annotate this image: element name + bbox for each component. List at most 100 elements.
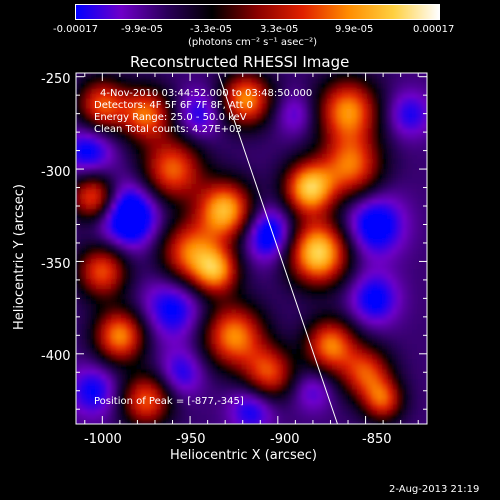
heatmap-cell xyxy=(391,118,398,124)
heatmap-cell xyxy=(311,193,318,199)
heatmap-cell xyxy=(226,393,233,400)
heatmap-cell xyxy=(141,283,147,290)
heatmap-cell xyxy=(226,78,233,84)
heatmap-cell xyxy=(376,188,383,194)
heatmap-cell xyxy=(211,228,217,235)
heatmap-cell xyxy=(246,313,253,320)
heatmap-cell xyxy=(271,283,278,290)
heatmap-cell xyxy=(321,163,328,169)
heatmap-cell xyxy=(196,313,202,320)
heatmap-cell xyxy=(341,143,348,149)
heatmap-cell xyxy=(221,233,228,240)
heatmap-cell xyxy=(146,118,152,124)
heatmap-cell xyxy=(376,343,383,350)
heatmap-cell xyxy=(246,238,253,245)
heatmap-cell xyxy=(96,308,102,315)
heatmap-cell xyxy=(406,183,413,189)
heatmap-cell xyxy=(381,328,388,335)
heatmap-cell xyxy=(346,308,353,315)
heatmap-cell xyxy=(271,408,278,415)
heatmap-cell xyxy=(201,383,207,390)
heatmap-cell xyxy=(221,208,228,214)
heatmap-cell xyxy=(91,243,97,250)
heatmap-cell xyxy=(316,308,323,315)
heatmap-cell xyxy=(396,418,403,424)
heatmap-cell xyxy=(386,273,393,280)
heatmap-cell xyxy=(91,83,97,89)
heatmap-cell xyxy=(236,393,243,400)
heatmap-cell xyxy=(326,183,333,189)
heatmap-cell xyxy=(356,373,363,380)
heatmap-cell xyxy=(121,173,127,179)
heatmap-cell xyxy=(96,343,102,350)
heatmap-cell xyxy=(186,413,192,420)
heatmap-cell xyxy=(81,223,87,230)
heatmap-cell xyxy=(166,88,172,94)
heatmap-cell xyxy=(276,218,283,225)
heatmap-cell xyxy=(216,128,223,134)
heatmap-cell xyxy=(306,248,313,255)
heatmap-cell xyxy=(101,393,107,400)
heatmap-cell xyxy=(396,268,403,275)
heatmap-cell xyxy=(336,413,343,420)
heatmap-cell xyxy=(296,243,303,250)
heatmap-cell xyxy=(306,168,313,174)
heatmap-cell xyxy=(131,348,137,355)
heatmap-cell xyxy=(336,108,343,114)
heatmap-cell xyxy=(151,253,157,260)
heatmap-cell xyxy=(191,73,197,79)
heatmap-cell xyxy=(116,383,122,390)
heatmap-cell xyxy=(166,288,172,295)
heatmap-cell xyxy=(266,213,273,220)
heatmap-cell xyxy=(101,278,107,285)
heatmap-cell xyxy=(266,163,273,169)
heatmap-cell xyxy=(281,273,288,280)
heatmap-cell xyxy=(121,183,127,189)
heatmap-cell xyxy=(171,153,177,159)
heatmap-cell xyxy=(186,133,192,139)
heatmap-cell xyxy=(261,363,268,370)
heatmap-cell xyxy=(101,93,107,99)
heatmap-cell xyxy=(116,378,122,385)
heatmap-cell xyxy=(291,198,298,204)
heatmap-cell xyxy=(296,338,303,345)
heatmap-cell xyxy=(306,348,313,355)
heatmap-cell xyxy=(321,348,328,355)
heatmap-cell xyxy=(231,233,238,240)
heatmap-cell xyxy=(91,348,97,355)
heatmap-cell xyxy=(236,223,243,230)
heatmap-cell xyxy=(221,193,228,199)
heatmap-cell xyxy=(171,133,177,139)
heatmap-cell xyxy=(301,138,308,144)
heatmap-cell xyxy=(231,198,238,204)
heatmap-cell xyxy=(121,353,127,360)
heatmap-cell xyxy=(151,173,157,179)
heatmap-cell xyxy=(121,168,127,174)
heatmap-cell xyxy=(271,338,278,345)
heatmap-cell xyxy=(266,113,273,119)
heatmap-cell xyxy=(351,313,358,320)
heatmap-cell xyxy=(376,163,383,169)
heatmap-cell xyxy=(121,83,127,89)
heatmap-cell xyxy=(336,213,343,220)
heatmap-cell xyxy=(146,363,152,370)
heatmap-cell xyxy=(216,243,223,250)
heatmap-cell xyxy=(246,333,253,340)
heatmap-cell xyxy=(136,103,142,109)
heatmap-cell xyxy=(251,203,258,209)
heatmap-cell xyxy=(121,368,127,375)
heatmap-cell xyxy=(201,363,207,370)
heatmap-cell xyxy=(81,388,87,395)
heatmap-cell xyxy=(111,158,117,164)
heatmap-cell xyxy=(381,208,388,214)
heatmap-cell xyxy=(366,358,373,365)
heatmap-cell xyxy=(91,258,97,265)
heatmap-cell xyxy=(236,383,243,390)
heatmap-cell xyxy=(176,188,182,194)
heatmap-cell xyxy=(211,393,217,400)
heatmap-cell xyxy=(186,83,192,89)
heatmap-cell xyxy=(171,103,177,109)
heatmap-cell xyxy=(216,268,223,275)
heatmap-cell xyxy=(196,103,202,109)
heatmap-cell xyxy=(346,348,353,355)
